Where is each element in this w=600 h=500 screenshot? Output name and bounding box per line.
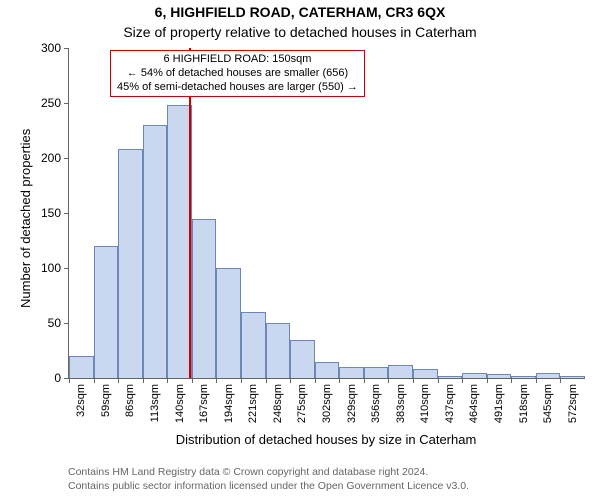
xtick-label: 275sqm [296,384,308,423]
histogram-bar [438,376,463,378]
callout-line1: 6 HIGHFIELD ROAD: 150sqm [117,53,358,67]
xtick-line [315,378,316,383]
callout-line3: 45% of semi-detached houses are larger (… [117,81,358,95]
histogram-bar [241,312,266,378]
callout-box: 6 HIGHFIELD ROAD: 150sqm ← 54% of detach… [110,50,365,97]
xtick-label: 329sqm [346,384,358,423]
ytick-line [64,158,69,159]
histogram-bar [364,367,389,378]
histogram-bar [94,246,119,378]
xtick-label: 113sqm [149,384,161,422]
xtick-label: 383sqm [395,384,407,423]
xtick-label: 545sqm [542,384,554,423]
xtick-line [413,378,414,383]
xtick-line [69,378,70,383]
xtick-line [290,378,291,383]
histogram-bar [216,268,241,378]
histogram-bar [315,362,340,379]
x-axis-label: Distribution of detached houses by size … [68,432,584,447]
ytick-label: 0 [54,371,61,385]
histogram-bar [192,219,217,379]
histogram-bar [69,356,94,378]
ytick-label: 150 [41,206,61,220]
xtick-label: 140sqm [174,384,186,423]
xtick-line [536,378,537,383]
ytick-line [64,48,69,49]
xtick-label: 437sqm [444,384,456,423]
xtick-line [339,378,340,383]
xtick-line [462,378,463,383]
footer-line2: Contains public sector information licen… [68,480,469,494]
xtick-line [192,378,193,383]
chart-title-subtitle: Size of property relative to detached ho… [0,24,600,40]
chart-container: { "chart": { "type": "histogram", "title… [0,0,600,500]
reference-line [189,48,191,378]
ytick-line [64,323,69,324]
ytick-label: 250 [41,96,61,110]
ytick-label: 200 [41,151,61,165]
ytick-line [64,213,69,214]
ytick-label: 300 [41,41,61,55]
histogram-bar [143,125,168,378]
histogram-bar [290,340,315,379]
xtick-label: 518sqm [518,384,530,423]
xtick-line [438,378,439,383]
histogram-bar [511,376,536,378]
xtick-label: 86sqm [124,384,136,417]
ytick-label: 100 [41,261,61,275]
xtick-line [167,378,168,383]
xtick-label: 194sqm [223,384,235,423]
xtick-label: 302sqm [321,384,333,423]
histogram-bar [462,373,487,379]
histogram-bar [339,367,364,378]
xtick-line [94,378,95,383]
xtick-line [118,378,119,383]
xtick-label: 167sqm [198,384,210,423]
histogram-bar [536,373,561,379]
xtick-label: 572sqm [567,384,579,423]
histogram-bar [487,374,512,378]
xtick-line [216,378,217,383]
ytick-label: 50 [48,316,61,330]
footer-line1: Contains HM Land Registry data © Crown c… [68,466,469,480]
attribution-footer: Contains HM Land Registry data © Crown c… [68,466,469,493]
callout-line2: ← 54% of detached houses are smaller (65… [117,67,358,81]
xtick-label: 221sqm [247,384,259,423]
xtick-line [511,378,512,383]
xtick-label: 491sqm [493,384,505,423]
histogram-bar [413,369,438,378]
histogram-bar [560,376,585,378]
xtick-label: 464sqm [468,384,480,423]
y-axis-label: Number of detached properties [18,129,33,308]
xtick-line [487,378,488,383]
ytick-line [64,103,69,104]
xtick-label: 248sqm [272,384,284,423]
xtick-line [364,378,365,383]
xtick-line [560,378,561,383]
plot-area: 05010015020025030032sqm59sqm86sqm113sqm1… [68,48,585,379]
xtick-line [266,378,267,383]
histogram-bar [388,365,413,378]
xtick-label: 59sqm [100,384,112,417]
xtick-label: 32sqm [75,384,87,417]
xtick-label: 410sqm [419,384,431,423]
xtick-line [241,378,242,383]
xtick-label: 356sqm [370,384,382,423]
histogram-bar [118,149,143,378]
xtick-line [388,378,389,383]
histogram-bar [266,323,291,378]
chart-title-address: 6, HIGHFIELD ROAD, CATERHAM, CR3 6QX [0,4,600,20]
ytick-line [64,268,69,269]
xtick-line [143,378,144,383]
